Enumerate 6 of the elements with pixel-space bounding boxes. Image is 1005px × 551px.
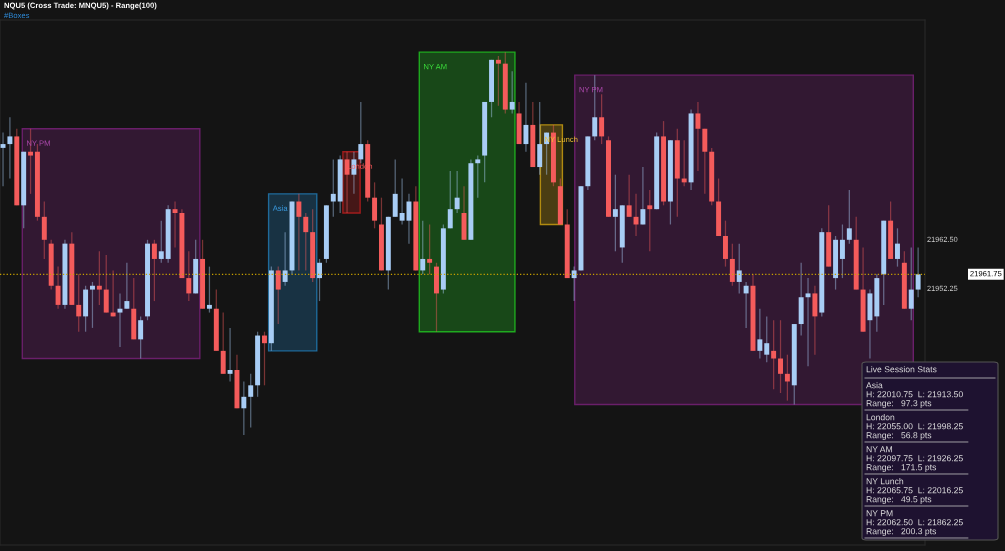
text: NY AM H: 22097.75 L: 21926.25 Range: 171.5 pts bbox=[866, 446, 963, 472]
annotation: Asia H: 22010.75 L: 21913.50 Range: 97.3 pts bbox=[866, 382, 963, 408]
annotation: Live Session Stats bbox=[866, 365, 937, 373]
text: NY Lunch H: 22065.75 L: 22016.25 Range: 49.5 pts bbox=[866, 478, 963, 504]
text: NY PM H: 22062.50 L: 21862.25 Range: 200.3 pts bbox=[866, 510, 963, 536]
annotation: London H: 22055.00 L: 21998.25 Range: 56.8 pts bbox=[866, 414, 963, 440]
